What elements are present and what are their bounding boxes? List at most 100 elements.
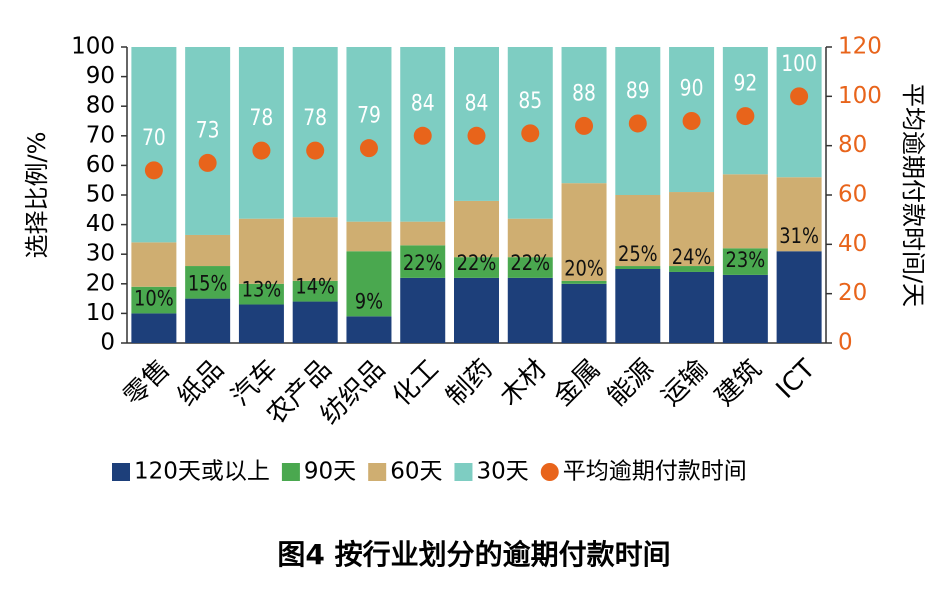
bar-segment <box>776 177 822 252</box>
y-tick-label: 60 <box>86 152 115 178</box>
y2-tick-label: 0 <box>838 330 853 356</box>
y-tick-label: 70 <box>86 122 115 148</box>
legend-swatch <box>540 463 559 481</box>
bar-segment <box>615 195 661 267</box>
dot <box>198 153 217 172</box>
x-tick-label: 建筑 <box>710 354 768 412</box>
value-label: 10% <box>134 286 174 311</box>
dot-label: 73 <box>196 117 220 143</box>
y-tick-label: 10 <box>86 300 115 326</box>
dot <box>736 107 755 126</box>
dot-label: 70 <box>142 124 166 150</box>
value-label: 24% <box>672 244 712 269</box>
y-tick-label: 80 <box>86 93 115 119</box>
dot <box>521 124 540 143</box>
value-label: 14% <box>295 274 335 299</box>
bar-segment <box>722 274 768 343</box>
dot <box>467 126 486 145</box>
x-tick-label: 纸品 <box>172 354 230 412</box>
dot-label: 100 <box>781 50 817 76</box>
value-label: 20% <box>564 256 604 281</box>
y-axis-label: 选择比例/% <box>23 132 51 259</box>
bar-segment <box>561 183 607 281</box>
dot <box>628 114 647 133</box>
y-tick-label: 90 <box>86 63 115 89</box>
legend-label: 120天或以上 <box>134 459 270 485</box>
dot <box>144 161 163 180</box>
bar-segment <box>131 313 177 343</box>
bar-segment <box>776 47 822 178</box>
x-tick-label: 化工 <box>387 354 445 412</box>
bar-segment <box>292 280 338 302</box>
y-tick-label: 50 <box>86 182 115 208</box>
dot-label: 89 <box>626 77 650 103</box>
y2-tick-label: 20 <box>838 280 867 306</box>
bar-segment <box>346 47 392 222</box>
dot <box>306 141 325 160</box>
dot-label: 79 <box>357 102 381 128</box>
y2-tick-label: 40 <box>838 231 867 257</box>
bar-segment <box>131 242 177 287</box>
bar-segment <box>131 47 177 243</box>
value-label: 15% <box>188 271 228 296</box>
x-tick-label: 木材 <box>495 354 553 412</box>
dot-label: 84 <box>465 90 489 116</box>
bar-segment <box>669 266 715 272</box>
bar-segment <box>722 174 768 249</box>
y2-tick-label: 100 <box>838 83 882 109</box>
dot <box>359 139 378 158</box>
value-label: 31% <box>779 224 819 249</box>
dot-label: 78 <box>303 105 327 131</box>
value-label: 23% <box>726 247 766 272</box>
chart-title: 图4 按行业划分的逾期付款时间 <box>277 538 670 571</box>
bar-segment <box>400 277 446 343</box>
bar-segment <box>615 269 661 343</box>
bar-segment <box>238 283 284 305</box>
legend-swatch <box>454 463 473 481</box>
dot-label: 90 <box>680 75 704 101</box>
bar-segment <box>507 277 553 343</box>
bar-segment <box>292 217 338 281</box>
dot <box>575 116 594 135</box>
legend-label: 30天 <box>476 459 528 485</box>
bar-segment <box>561 47 607 184</box>
y-tick-label: 40 <box>86 211 115 237</box>
y2-tick-label: 60 <box>838 182 867 208</box>
bar-segment <box>292 47 338 218</box>
y2-tick-label: 80 <box>838 132 867 158</box>
bar-segment <box>346 221 392 252</box>
bar-segment <box>238 47 284 219</box>
legend-swatch <box>112 463 130 481</box>
value-label: 25% <box>618 242 658 267</box>
y-tick-label: 100 <box>71 34 115 60</box>
bar-segment <box>561 280 607 284</box>
dot <box>682 112 701 130</box>
dot <box>790 87 809 106</box>
bar-segment <box>131 286 177 314</box>
dot-label: 85 <box>518 87 542 113</box>
dot-label: 88 <box>572 80 596 106</box>
value-label: 13% <box>242 277 282 302</box>
legend-swatch <box>281 463 300 481</box>
bar-segment <box>669 271 715 343</box>
bar-segment <box>561 283 607 343</box>
value-label: 22% <box>457 250 497 275</box>
bar-segment <box>292 301 338 343</box>
bar-segment <box>722 248 768 275</box>
x-tick-label: 制药 <box>441 354 499 412</box>
legend-swatch <box>368 463 387 481</box>
dot <box>252 141 271 160</box>
y-tick-label: 30 <box>86 241 115 267</box>
y2-tick-label: 120 <box>838 34 882 60</box>
bar-segment <box>615 266 661 269</box>
x-tick-label: 运输 <box>656 354 714 412</box>
x-tick-label: 零售 <box>118 354 176 412</box>
value-label: 22% <box>403 250 443 275</box>
bar-segment <box>185 234 231 267</box>
bar-segment <box>400 245 446 278</box>
y2-axis-label: 平均逾期付款时间/天 <box>899 83 927 307</box>
bar-segment <box>454 257 499 278</box>
dot <box>413 126 432 145</box>
dot-label: 84 <box>411 90 435 116</box>
bar-segment <box>454 47 499 201</box>
